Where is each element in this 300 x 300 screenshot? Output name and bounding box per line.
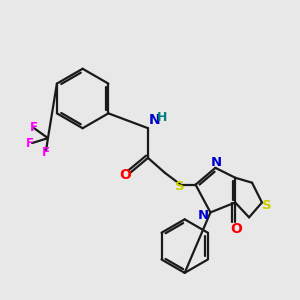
Text: O: O [230, 222, 242, 236]
Text: H: H [157, 111, 167, 124]
Text: S: S [262, 199, 272, 212]
Text: N: N [211, 156, 222, 170]
Text: N: N [149, 113, 160, 127]
Text: F: F [30, 121, 38, 134]
Text: F: F [26, 136, 34, 150]
Text: N: N [198, 209, 209, 222]
Text: O: O [119, 168, 131, 182]
Text: F: F [42, 146, 50, 160]
Text: S: S [175, 180, 184, 193]
